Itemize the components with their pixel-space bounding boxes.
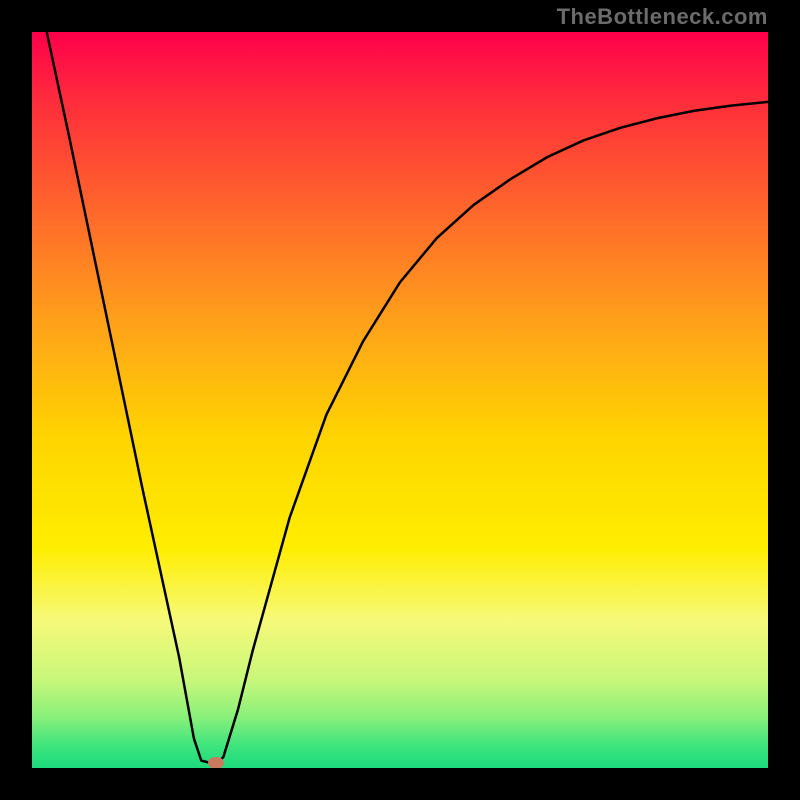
chart-svg — [32, 32, 768, 768]
gradient-chart — [32, 32, 768, 768]
watermark-text: TheBottleneck.com — [557, 4, 768, 30]
